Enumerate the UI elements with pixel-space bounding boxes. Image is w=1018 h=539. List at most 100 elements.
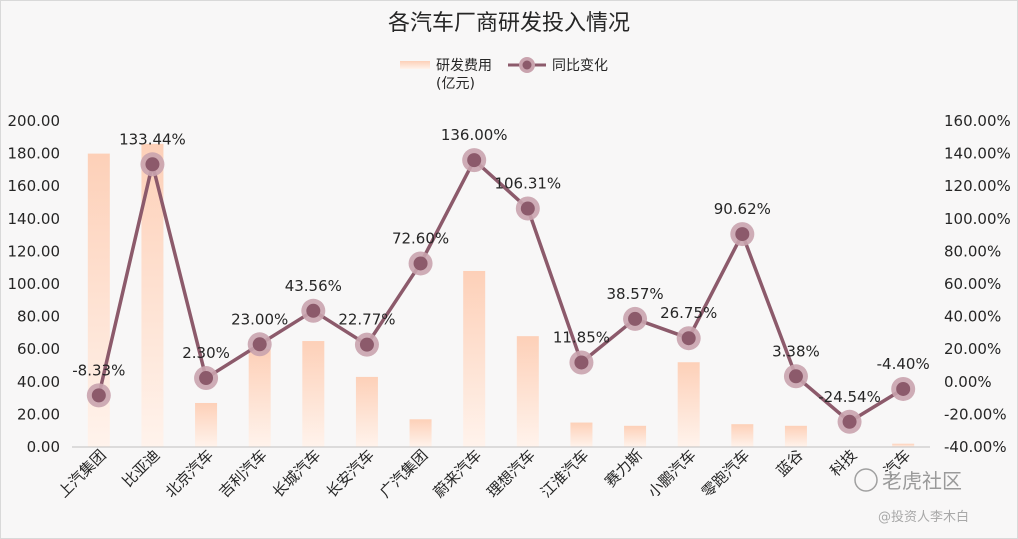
data-label: 38.57% (606, 285, 663, 303)
line-marker (467, 153, 482, 168)
data-label: 2.30% (182, 344, 230, 362)
category-label: 理想汽车 (483, 446, 538, 501)
data-label: 26.75% (660, 304, 717, 322)
series-line (97, 158, 905, 424)
line-marker (413, 256, 428, 271)
line-marker (359, 337, 374, 352)
right-axis-tick: 0.00% (944, 373, 992, 391)
legend-line-label: 同比变化 (552, 58, 608, 74)
bar (302, 341, 325, 447)
data-label: -8.33% (72, 361, 125, 379)
bar (731, 424, 754, 447)
line-marker (306, 303, 321, 318)
legend-bar-label-line1: 研发费用 (436, 58, 492, 74)
category-label: 长安汽车 (323, 446, 378, 501)
right-axis-tick: 140.00% (944, 145, 1011, 163)
watermark-sub: @投资人李木白 (878, 509, 969, 525)
right-axis-tick: 160.00% (944, 112, 1011, 130)
data-label: -24.54% (818, 388, 881, 406)
chart-title: 各汽车厂商研发投入情况 (388, 11, 630, 36)
left-axis-tick: 120.00 (8, 242, 61, 260)
line-marker (735, 227, 750, 242)
left-axis-tick: 40.00 (17, 373, 60, 391)
left-axis-tick: 140.00 (8, 210, 61, 228)
category-label: 蔚来汽车 (430, 446, 485, 501)
left-axis-tick: 200.00 (8, 112, 61, 130)
data-label: 136.00% (441, 126, 508, 144)
watermark: 老虎社区 @投资人李木白 (854, 468, 969, 525)
bar (463, 270, 486, 447)
line-marker (91, 388, 106, 403)
left-axis-tick: 80.00 (17, 308, 60, 326)
left-axis-tick: 0.00 (27, 438, 60, 456)
bar (570, 422, 593, 447)
line-marker (574, 355, 589, 370)
category-label: 北京汽车 (162, 446, 217, 501)
right-axis-tick: -20.00% (944, 405, 1007, 423)
left-axis-tick: 20.00 (17, 405, 60, 423)
bar (195, 402, 218, 447)
data-label: 133.44% (119, 130, 186, 148)
category-label: 科技 (826, 446, 860, 480)
right-axis-tick: 120.00% (944, 177, 1011, 195)
category-label: 比亚迪 (119, 446, 164, 491)
line-marker (199, 371, 214, 386)
left-axis-tick: 100.00 (8, 275, 61, 293)
category-label: 赛力斯 (601, 446, 646, 491)
category-label: 上汽集团 (54, 446, 109, 501)
line-marker (788, 369, 803, 384)
data-label: 43.56% (285, 277, 342, 295)
right-axis-tick: 80.00% (944, 242, 1001, 260)
left-axis-tick: 160.00 (8, 177, 61, 195)
bar (355, 376, 378, 447)
data-label: 3.38% (772, 342, 820, 360)
right-axis-tick: 20.00% (944, 340, 1001, 358)
bar (624, 425, 647, 447)
legend-bar-swatch (400, 61, 430, 69)
bar (248, 349, 271, 447)
line-marker (628, 311, 643, 326)
watermark-main: 老虎社区 (882, 469, 962, 493)
bar (516, 336, 539, 447)
legend: 研发费用 (亿元) 同比变化 (400, 57, 608, 92)
right-axis: -40.00% -20.00% 0.00% 20.00% 40.00% 60.00% 80.… (944, 112, 1011, 456)
data-label: 23.00% (231, 310, 288, 328)
left-axis-tick: 60.00 (17, 340, 60, 358)
right-axis-tick: 40.00% (944, 308, 1001, 326)
category-label: 广汽集团 (376, 446, 431, 501)
bar (141, 143, 164, 447)
bar (784, 425, 807, 447)
line-marker (896, 381, 911, 396)
category-labels: 上汽集团 比亚迪北京汽车吉利汽车长城汽车长安汽车广汽集团蔚来汽车理想汽车江淮汽车赛… (54, 446, 914, 501)
legend-bar-label-line2: (亿元) (436, 76, 475, 92)
data-label: -4.40% (877, 355, 930, 373)
category-label: 江淮汽车 (537, 446, 592, 501)
line-marker (520, 201, 535, 216)
line-marker (842, 414, 857, 429)
data-label: 90.62% (714, 200, 771, 218)
bar (677, 362, 700, 447)
bar (409, 419, 432, 447)
category-label: 吉利汽车 (215, 446, 270, 501)
data-label: 106.31% (494, 175, 561, 193)
line-marker (145, 157, 160, 172)
line-marker (252, 337, 267, 352)
data-label: 72.60% (392, 229, 449, 247)
left-axis: 0.00 20.00 40.00 60.00 80.00 100.00 120.00 140.… (8, 112, 61, 456)
category-label: 小鹏汽车 (644, 446, 699, 501)
right-axis-tick: 100.00% (944, 210, 1011, 228)
left-axis-tick: 180.00 (8, 145, 61, 163)
legend-line-marker (522, 60, 532, 70)
right-axis-tick: -40.00% (944, 438, 1007, 456)
category-label: 长城汽车 (269, 446, 324, 501)
tiger-logo-icon (854, 468, 878, 492)
line-marker (681, 331, 696, 346)
right-axis-tick: 60.00% (944, 275, 1001, 293)
category-label: 零跑汽车 (698, 446, 753, 501)
category-label: 蓝谷 (773, 446, 807, 480)
line-series: -8.33% 133.44% 2.30%23.00% 43.56% 22.77% 72.6… (72, 126, 930, 434)
bar (892, 443, 915, 447)
data-label: 22.77% (338, 311, 395, 329)
